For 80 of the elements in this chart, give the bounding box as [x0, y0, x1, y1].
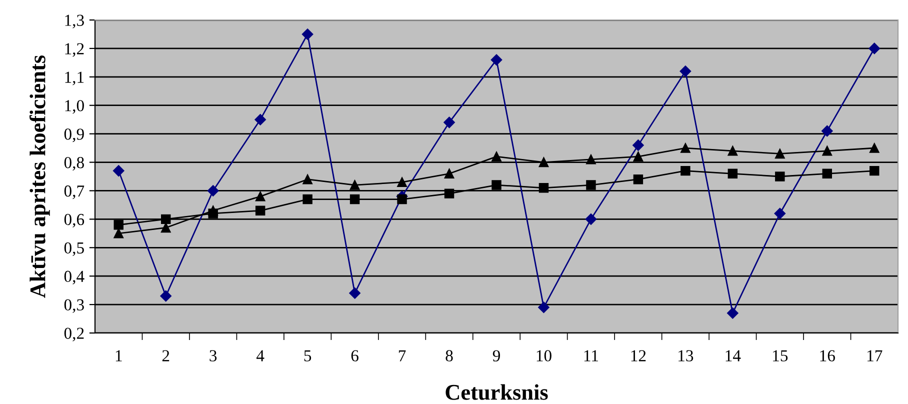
- point: [633, 174, 644, 184]
- point: [538, 157, 549, 168]
- x-tick-label: 16: [820, 350, 835, 362]
- y-axis-title: Aktīvu aprites koeficients: [29, 55, 50, 298]
- y-tick-label: 1,2: [65, 43, 84, 57]
- point: [680, 166, 690, 176]
- x-tick-label: 7: [398, 350, 406, 362]
- point: [492, 180, 502, 190]
- point: [302, 174, 312, 184]
- y-tick-label: 0,3: [64, 299, 84, 313]
- y-tick-label: 0,2: [64, 328, 84, 342]
- x-tick-label: 5: [304, 350, 312, 362]
- x-tick-label: 3: [210, 350, 217, 362]
- point: [207, 185, 219, 196]
- y-tick-label: 0,7: [64, 185, 84, 200]
- x-tick-label: 9: [492, 350, 500, 362]
- point: [680, 66, 692, 77]
- point: [490, 54, 502, 66]
- point: [302, 28, 314, 40]
- point: [160, 214, 171, 224]
- y-tick-label: 0,9: [64, 128, 84, 142]
- point: [538, 302, 550, 313]
- y-tick-label: 1,1: [65, 72, 84, 86]
- point: [632, 140, 644, 151]
- point: [633, 152, 644, 162]
- point: [114, 220, 124, 230]
- point: [397, 194, 407, 204]
- point: [775, 148, 785, 159]
- y-tick-label: 0,6: [64, 214, 84, 228]
- point: [113, 165, 124, 176]
- x-tick-label: 6: [351, 350, 358, 362]
- point: [727, 307, 738, 319]
- point: [870, 166, 880, 176]
- point: [728, 146, 738, 156]
- point: [349, 288, 360, 299]
- point: [255, 192, 266, 202]
- point: [114, 228, 124, 238]
- x-tick-label: 17: [868, 350, 882, 362]
- point: [868, 42, 880, 54]
- point: [160, 222, 171, 233]
- point: [492, 152, 502, 162]
- x-axis-title: Ceturksnis: [446, 384, 548, 400]
- point: [160, 290, 172, 302]
- point: [585, 214, 597, 225]
- y-tick-label: 0,5: [64, 242, 84, 256]
- x-tick-label: 1: [116, 350, 122, 362]
- point: [774, 208, 786, 220]
- point: [350, 180, 360, 190]
- x-tick-label: 12: [631, 350, 646, 362]
- point: [444, 116, 455, 128]
- x-tick-label: 11: [584, 350, 598, 362]
- point: [397, 177, 407, 188]
- point: [728, 168, 738, 179]
- point: [870, 143, 880, 153]
- point: [775, 172, 785, 182]
- point: [822, 168, 832, 179]
- point: [822, 146, 832, 156]
- point: [255, 206, 266, 216]
- point: [822, 125, 833, 137]
- point: [254, 114, 266, 126]
- point: [586, 154, 596, 164]
- point: [302, 194, 312, 204]
- y-tick-label: 0,8: [64, 156, 84, 171]
- point: [350, 194, 360, 204]
- x-tick-label: 10: [536, 350, 552, 362]
- point: [680, 143, 690, 153]
- y-tick-label: 1,3: [65, 14, 84, 28]
- x-tick-label: 4: [256, 350, 264, 362]
- x-tick-label: 2: [162, 350, 170, 362]
- x-tick-label: 13: [678, 350, 694, 362]
- point: [586, 180, 596, 190]
- y-tick-label: 0,4: [64, 270, 84, 284]
- x-tick-label: 15: [773, 350, 788, 362]
- y-tick-label: 1,0: [65, 100, 84, 114]
- x-tick-label: 14: [726, 350, 741, 362]
- point: [444, 188, 454, 198]
- x-tick-label: 8: [446, 350, 453, 362]
- point: [444, 168, 454, 179]
- point: [208, 206, 218, 216]
- point: [538, 183, 549, 193]
